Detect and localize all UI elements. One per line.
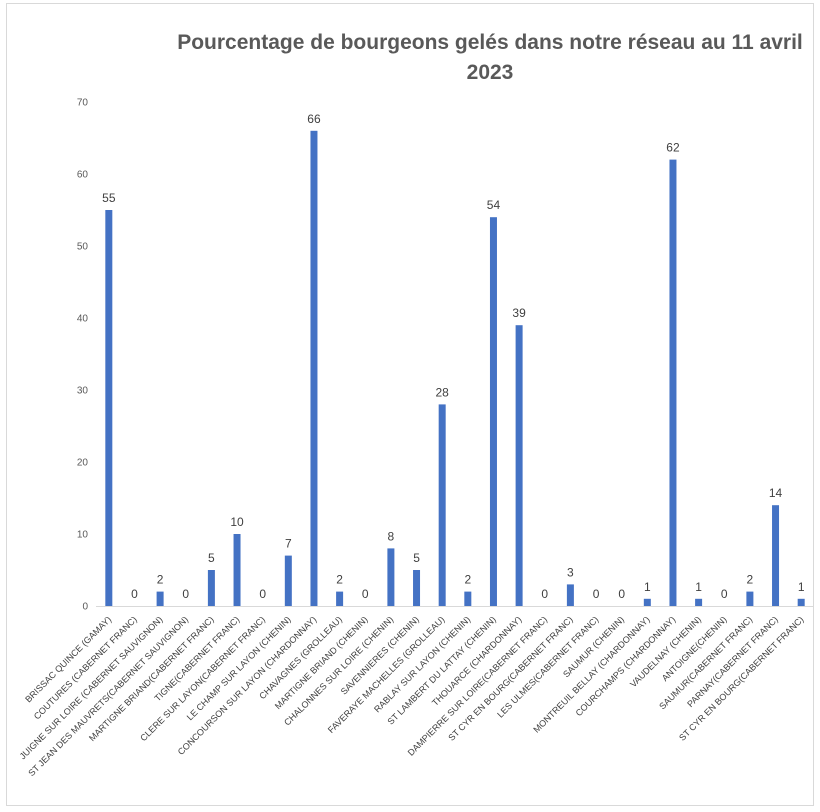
data-label: 66 (307, 112, 321, 126)
data-label: 3 (567, 565, 574, 579)
data-label: 7 (285, 537, 292, 551)
bar (438, 404, 446, 606)
bar (336, 591, 344, 606)
bar (669, 159, 677, 606)
data-label: 2 (464, 573, 471, 587)
data-label: 14 (769, 486, 783, 500)
data-label: 28 (435, 385, 449, 399)
bar (746, 591, 754, 606)
data-label: 1 (695, 580, 702, 594)
data-label: 10 (230, 515, 244, 529)
y-tick-label: 60 (77, 170, 89, 181)
data-label: 0 (541, 587, 548, 601)
bar (387, 548, 395, 606)
data-label: 0 (618, 587, 625, 601)
data-label: 0 (362, 587, 369, 601)
y-tick-label: 50 (77, 242, 89, 253)
data-label: 2 (157, 573, 164, 587)
bar (797, 598, 805, 606)
bars (105, 130, 805, 607)
data-label: 2 (336, 573, 343, 587)
data-label: 5 (208, 551, 215, 565)
data-label: 0 (259, 587, 266, 601)
data-label: 0 (593, 587, 600, 601)
data-label: 1 (644, 580, 651, 594)
chart-title: Pourcentage de bourgeons gelés dans notr… (177, 31, 803, 84)
bar (464, 591, 472, 606)
y-tick-label: 70 (77, 98, 89, 109)
bar (489, 217, 497, 606)
bar (695, 598, 703, 606)
data-label: 0 (721, 587, 728, 601)
data-label: 55 (102, 191, 116, 205)
data-label: 0 (131, 587, 138, 601)
bar (233, 534, 241, 606)
y-tick-label: 0 (82, 602, 88, 613)
y-tick-label: 40 (77, 314, 89, 325)
y-tick-label: 20 (77, 458, 89, 469)
bar (413, 570, 421, 606)
data-label: 0 (182, 587, 189, 601)
bar (156, 591, 164, 606)
bar (772, 505, 780, 606)
y-tick-label: 30 (77, 386, 89, 397)
data-label: 5 (413, 551, 420, 565)
data-label: 8 (388, 529, 395, 543)
data-label: 2 (747, 573, 754, 587)
bar (566, 584, 574, 606)
data-label: 1 (798, 580, 805, 594)
bar (643, 598, 651, 606)
y-tick-label: 10 (77, 530, 89, 541)
chart-frame (6, 3, 814, 806)
bar (105, 210, 113, 606)
data-label: 62 (666, 141, 680, 155)
bar (284, 555, 292, 606)
bar (310, 130, 318, 607)
data-label: 39 (512, 306, 526, 320)
bar (207, 570, 215, 606)
data-label: 54 (487, 198, 501, 212)
category-labels: BRISSAC QUINCE (GAMAY)COUTURES (CABERNET… (18, 614, 806, 778)
bar (515, 325, 523, 606)
